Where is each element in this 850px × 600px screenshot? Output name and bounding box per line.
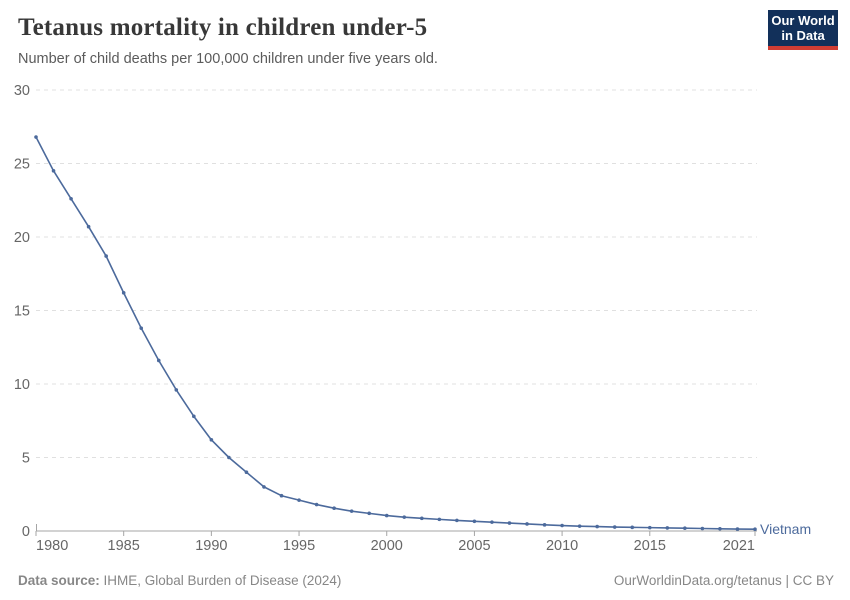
owid-logo[interactable]: Our World in Data	[768, 10, 838, 50]
page-title: Tetanus mortality in children under-5	[18, 14, 428, 41]
credit-link[interactable]: OurWorldinData.org/tetanus | CC BY	[613, 573, 834, 588]
data-point[interactable]	[384, 513, 389, 518]
y-tick-label: 15	[14, 304, 30, 320]
data-point[interactable]	[472, 519, 477, 524]
data-point[interactable]	[86, 224, 91, 229]
data-point[interactable]	[279, 493, 284, 498]
x-tick-label: 1985	[108, 538, 140, 554]
x-tick-label: 1990	[195, 538, 227, 554]
data-point[interactable]	[735, 527, 740, 531]
data-point[interactable]	[420, 516, 424, 521]
data-source-text: IHME, Global Burden of Disease (2024)	[99, 573, 342, 588]
x-tick-label: 1980	[36, 538, 68, 554]
data-point[interactable]	[402, 515, 407, 519]
x-tick-label: 2000	[371, 538, 403, 554]
data-point[interactable]	[542, 523, 547, 527]
data-point[interactable]	[455, 518, 459, 523]
data-point[interactable]	[525, 522, 529, 526]
data-point[interactable]	[490, 520, 494, 524]
chart-subtitle: Number of child deaths per 100,000 child…	[18, 51, 438, 67]
data-point[interactable]	[437, 517, 442, 522]
data-point[interactable]	[174, 388, 179, 392]
data-point[interactable]	[192, 414, 196, 419]
data-point[interactable]	[753, 527, 757, 532]
x-tick-label: 2005	[458, 538, 490, 554]
data-point[interactable]	[700, 526, 705, 531]
trend-line[interactable]	[35, 136, 756, 531]
data-point[interactable]	[718, 526, 722, 531]
data-point[interactable]	[560, 523, 564, 528]
series-label[interactable]: Vietnam	[760, 521, 811, 537]
data-point[interactable]	[367, 511, 371, 516]
y-tick-label: 20	[14, 230, 30, 246]
data-point[interactable]	[262, 485, 266, 489]
data-source-label: Data source:	[18, 573, 100, 588]
data-point[interactable]	[595, 524, 599, 529]
data-point[interactable]	[314, 502, 319, 507]
x-tick-label: 2021	[723, 538, 755, 554]
data-point[interactable]	[665, 526, 670, 530]
data-point[interactable]	[121, 291, 126, 295]
y-tick-label: 5	[22, 451, 30, 467]
data-point[interactable]	[69, 196, 73, 201]
y-tick-label: 30	[14, 83, 30, 99]
chart-canvas[interactable]: 0 5 10 15 20 25 30 1980 1985 1990 1995 2000 2005 2010…	[0, 80, 850, 560]
data-point[interactable]	[227, 455, 231, 460]
data-point[interactable]	[244, 470, 249, 475]
data-point[interactable]	[647, 525, 652, 530]
data-point[interactable]	[156, 358, 161, 363]
data-point[interactable]	[34, 135, 38, 139]
data-source: Data source: IHME, Global Burden of Dise…	[18, 573, 341, 588]
x-tick-label: 1995	[283, 538, 315, 554]
data-point[interactable]	[139, 326, 144, 330]
y-tick-label: 25	[14, 157, 30, 173]
y-tick-label: 0	[22, 524, 30, 540]
x-tick-label: 2010	[546, 538, 578, 554]
data-point[interactable]	[507, 521, 512, 525]
data-point[interactable]	[630, 525, 635, 530]
owid-logo-line2: in Data	[781, 28, 825, 43]
line-chart-svg[interactable]: 0 5 10 15 20 25 30 1980 1985 1990 1995 2000 2005 2010…	[0, 80, 850, 560]
data-point[interactable]	[683, 526, 687, 531]
owid-logo-line1: Our World	[771, 13, 835, 28]
x-tick-label: 2015	[634, 538, 666, 554]
data-point[interactable]	[51, 169, 56, 173]
data-point[interactable]	[612, 525, 617, 529]
data-point[interactable]	[349, 509, 354, 513]
data-point[interactable]	[297, 498, 301, 502]
data-point[interactable]	[332, 506, 336, 511]
data-point[interactable]	[209, 438, 214, 442]
data-point[interactable]	[104, 254, 108, 258]
data-point[interactable]	[577, 524, 582, 528]
y-tick-label: 10	[14, 377, 30, 393]
